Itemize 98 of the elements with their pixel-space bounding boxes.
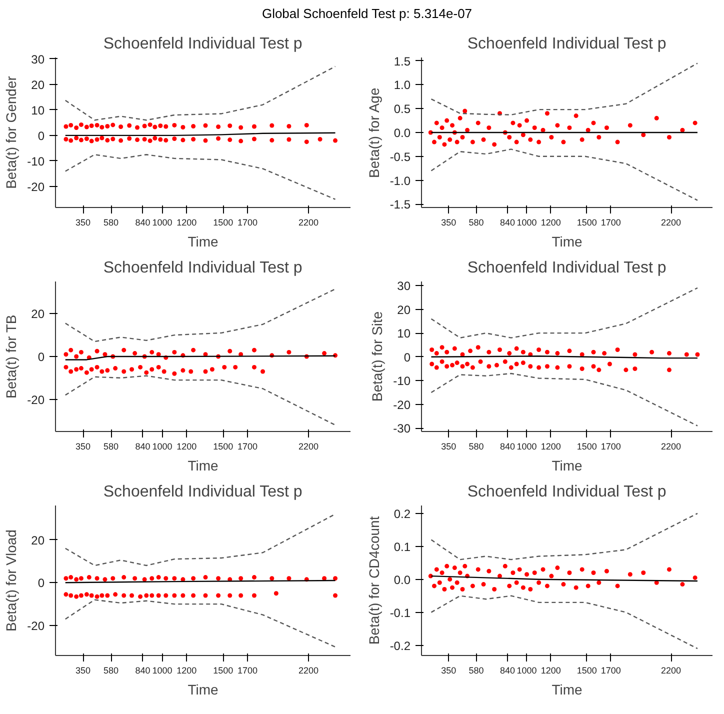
chart-title: Schoenfeld Individual Test p xyxy=(467,484,666,500)
x-axis-title: Time xyxy=(188,234,219,250)
x-tick-label: 1500 xyxy=(213,442,234,452)
y-tick-label: 0.0 xyxy=(394,126,411,140)
x-tick-label: 2200 xyxy=(298,442,318,452)
x-tick-label: 840 xyxy=(500,442,516,452)
text: Global Schoenfeld Test p: 5.314e-07 xyxy=(260,5,474,23)
x-tick-label: 1200 xyxy=(176,218,197,228)
x-tick-label: 1700 xyxy=(238,218,258,228)
y-tick-label: 10 xyxy=(31,103,45,118)
y-tick-label: 0.5 xyxy=(394,102,411,116)
x-tick-label: 2200 xyxy=(661,666,682,676)
y-tick-label: 0 xyxy=(38,350,45,364)
y-tick-label: -20 xyxy=(27,619,45,633)
y-axis-title: Beta(t) for Vload xyxy=(3,530,20,632)
y-tick-label: 0.1 xyxy=(394,540,411,554)
x-tick-label: 350 xyxy=(441,666,456,676)
y-tick-label: -0.1 xyxy=(390,606,411,620)
y-axis-title: Beta(t) for Site xyxy=(369,311,386,402)
x-tick-label: 840 xyxy=(135,218,150,228)
x-tick-label: 350 xyxy=(441,442,456,452)
x-tick-label: 350 xyxy=(76,666,91,676)
y-tick-label: -1.0 xyxy=(390,174,411,188)
x-tick-label: 1000 xyxy=(152,666,172,676)
x-tick-label: 580 xyxy=(468,442,484,452)
y-tick-label: -20 xyxy=(27,180,45,194)
y-tick-label: -20 xyxy=(393,398,411,412)
x-tick-label: 1500 xyxy=(213,218,234,228)
x-tick-label: 840 xyxy=(135,442,150,452)
x-tick-label: 1500 xyxy=(576,442,597,452)
y-tick-label: 30 xyxy=(31,52,45,66)
x-tick-label: 1700 xyxy=(600,666,621,676)
x-axis-title: Time xyxy=(188,458,219,474)
x-tick-label: 1700 xyxy=(238,442,258,452)
x-tick-label: 350 xyxy=(76,218,91,228)
y-tick-label: 30 xyxy=(397,279,411,294)
x-tick-label: 1200 xyxy=(540,442,561,452)
chart-title: Schoenfeld Individual Test p xyxy=(467,260,666,276)
y-tick-label: -0.2 xyxy=(390,638,411,653)
x-tick-label: 1200 xyxy=(540,666,561,676)
x-tick-label: 1000 xyxy=(152,442,172,452)
chart-title: Schoenfeld Individual Test p xyxy=(103,484,302,500)
x-tick-label: 1700 xyxy=(600,218,621,228)
x-axis-title: Time xyxy=(552,682,583,698)
x-tick-label: 1000 xyxy=(516,218,537,228)
y-tick-label: 0 xyxy=(38,576,45,590)
y-tick-label: 10 xyxy=(397,326,411,341)
x-tick-label: 1700 xyxy=(238,666,258,676)
x-tick-label: 350 xyxy=(441,218,456,228)
x-tick-label: 580 xyxy=(104,218,119,228)
x-tick-label: 350 xyxy=(76,442,91,452)
y-tick-label: 20 xyxy=(397,302,411,317)
x-axis-title: Time xyxy=(552,234,583,250)
x-tick-label: 2200 xyxy=(661,442,682,452)
x-tick-label: 580 xyxy=(468,218,484,228)
x-tick-label: 2200 xyxy=(661,218,682,228)
y-tick-label: 1.0 xyxy=(394,78,411,92)
y-tick-label: 0 xyxy=(404,350,411,364)
y-axis-title: Beta(t) for Gender xyxy=(3,76,20,189)
x-tick-label: 1000 xyxy=(516,666,537,676)
y-tick-label: 0.2 xyxy=(394,506,411,521)
y-axis-title: Beta(t) for TB xyxy=(3,314,20,399)
y-axis-title: Beta(t) for Age xyxy=(366,88,382,178)
x-tick-label: 2200 xyxy=(298,218,318,228)
x-tick-label: 840 xyxy=(135,666,150,676)
x-tick-label: 1200 xyxy=(176,442,197,452)
x-tick-label: 1500 xyxy=(576,218,597,228)
y-tick-label: 20 xyxy=(31,533,45,548)
x-tick-label: 1500 xyxy=(576,666,597,676)
y-tick-label: 0 xyxy=(38,128,45,143)
x-tick-label: 1700 xyxy=(600,442,621,452)
x-tick-label: 1000 xyxy=(152,218,172,228)
y-tick-label: 0.0 xyxy=(394,572,411,587)
x-tick-label: 580 xyxy=(468,666,484,676)
y-tick-label: -1.5 xyxy=(390,198,411,212)
x-tick-label: 580 xyxy=(104,442,119,452)
x-tick-label: 1000 xyxy=(516,442,537,452)
y-tick-label: -30 xyxy=(393,422,411,436)
x-axis-title: Time xyxy=(552,458,583,474)
y-tick-label: -20 xyxy=(27,392,45,407)
y-tick-label: -10 xyxy=(393,374,411,388)
x-tick-label: 1200 xyxy=(540,218,561,228)
y-tick-label: 20 xyxy=(31,307,45,322)
x-tick-label: 2200 xyxy=(298,666,318,676)
y-tick-label: 20 xyxy=(31,78,45,92)
y-axis-title: Beta(t) for CD4count xyxy=(366,516,382,645)
x-tick-label: 840 xyxy=(500,218,516,228)
x-tick-label: 580 xyxy=(104,666,119,676)
y-tick-label: 1.5 xyxy=(394,54,411,68)
x-tick-label: 840 xyxy=(500,666,516,676)
chart-title: Schoenfeld Individual Test p xyxy=(103,260,302,276)
chart-title: Schoenfeld Individual Test p xyxy=(467,36,666,52)
chart-title: Schoenfeld Individual Test p xyxy=(103,36,302,52)
x-axis-title: Time xyxy=(188,682,219,698)
y-tick-label: -10 xyxy=(27,154,45,168)
x-tick-label: 1200 xyxy=(176,666,197,676)
y-tick-label: -0.5 xyxy=(390,150,411,164)
x-tick-label: 1500 xyxy=(213,666,234,676)
